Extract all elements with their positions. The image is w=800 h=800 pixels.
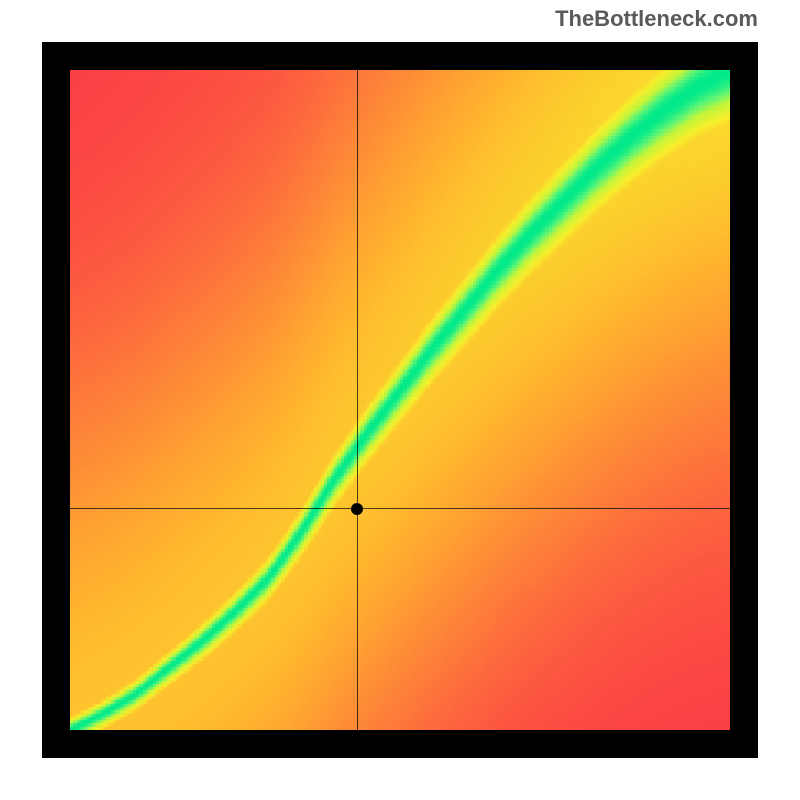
plot-frame xyxy=(42,42,758,758)
crosshair-vertical xyxy=(357,70,358,730)
selection-marker[interactable] xyxy=(351,503,363,515)
crosshair-horizontal xyxy=(70,508,730,509)
chart-container: TheBottleneck.com xyxy=(0,0,800,800)
watermark-text: TheBottleneck.com xyxy=(555,6,758,32)
heatmap-canvas xyxy=(70,70,730,730)
